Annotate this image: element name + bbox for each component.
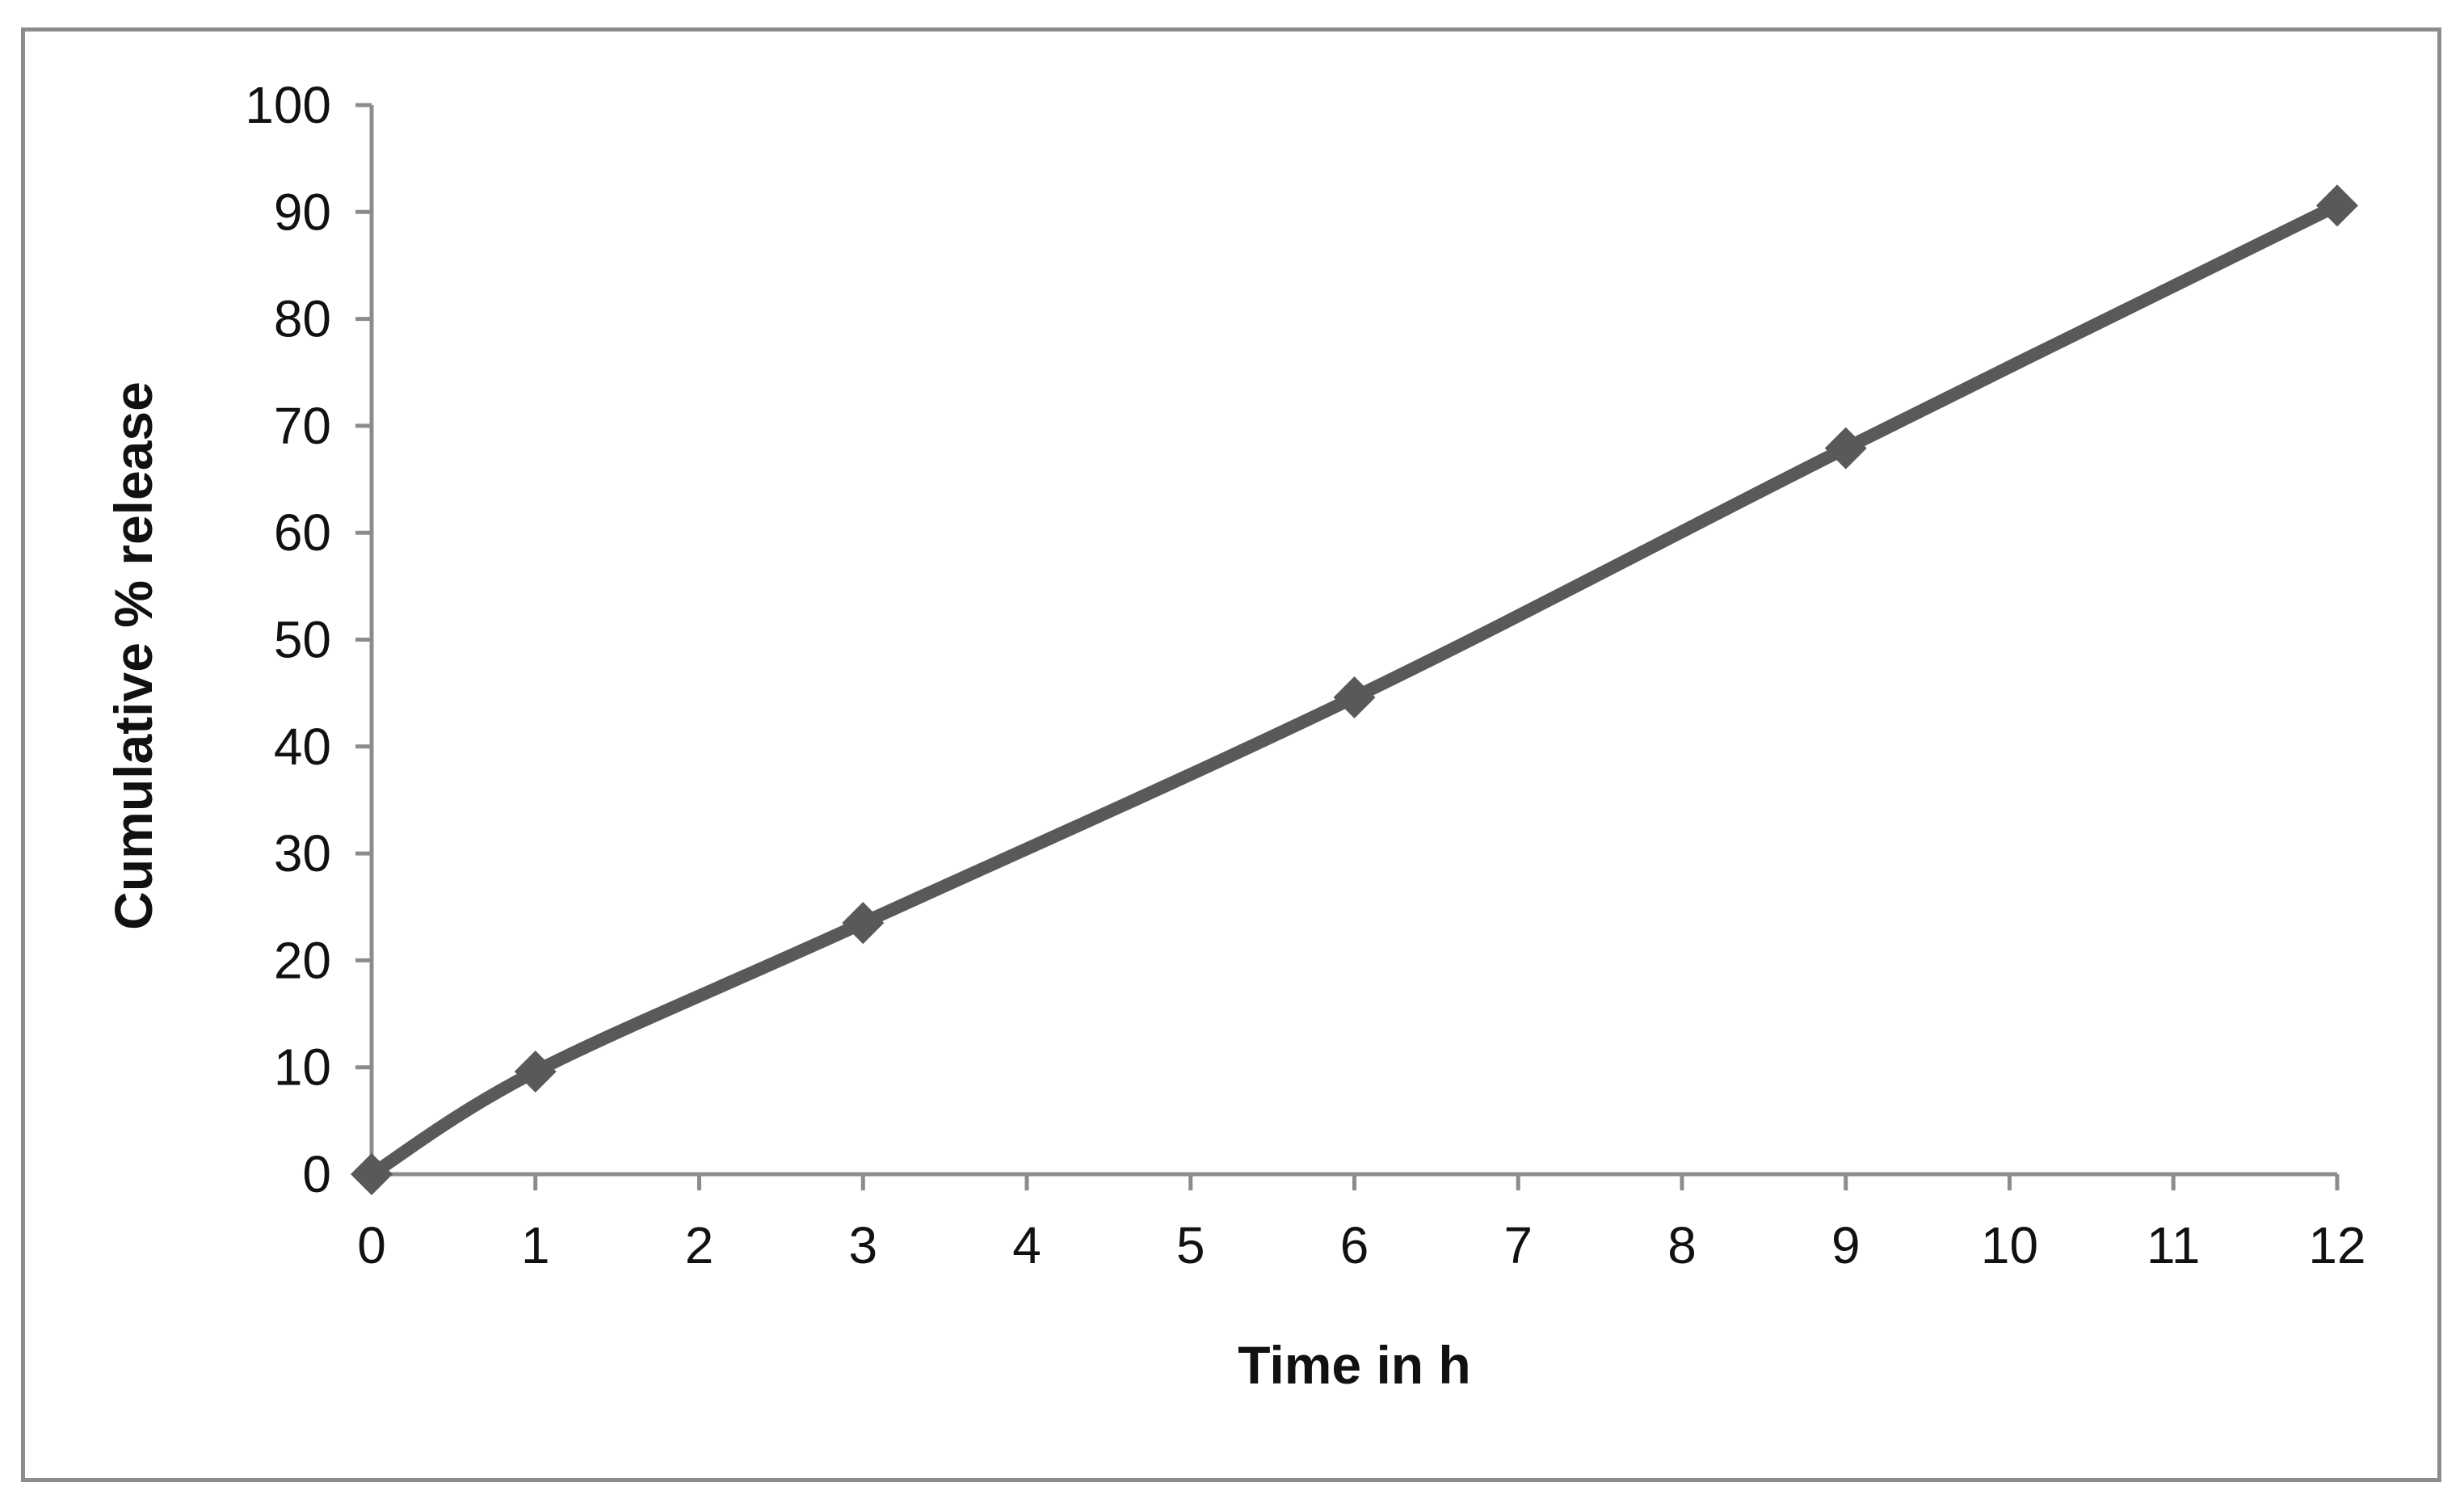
data-point-marker: [1333, 676, 1376, 718]
data-point-marker: [351, 1153, 393, 1195]
y-tick-label: 70: [274, 397, 331, 455]
x-tick-label: 5: [1176, 1216, 1205, 1274]
y-tick-label: 0: [302, 1145, 331, 1203]
x-tick-label: 0: [357, 1216, 386, 1274]
x-tick-label: 6: [1340, 1216, 1369, 1274]
x-tick-label: 8: [1667, 1216, 1697, 1274]
x-tick-label: 11: [2147, 1216, 2200, 1274]
x-tick-label: 4: [1012, 1216, 1041, 1274]
y-tick-label: 90: [274, 183, 331, 241]
y-tick-label: 80: [274, 290, 331, 348]
x-tick-label: 2: [685, 1216, 714, 1274]
x-tick-label: 3: [848, 1216, 877, 1274]
y-tick-label: 10: [274, 1038, 331, 1097]
x-tick-label: 9: [1831, 1216, 1861, 1274]
x-tick-label: 7: [1503, 1216, 1533, 1274]
data-point-marker: [514, 1050, 557, 1093]
series-line: [365, 199, 2344, 1181]
data-point-marker: [1824, 427, 1867, 470]
series-layer: [365, 199, 2344, 1181]
x-axis-ticks: 0 1 2 3 4 5 6 7 8 9 10 11 12: [357, 1174, 2366, 1274]
y-tick-label: 40: [274, 718, 331, 776]
data-point-marker: [842, 902, 885, 945]
marker-layer: [351, 184, 2358, 1195]
y-axis-ticks: 0 10 20 30 40 50 60 70 80 90 100: [245, 76, 372, 1203]
x-axis-title: Time in h: [1238, 1335, 1471, 1395]
x-tick-label: 12: [2308, 1216, 2365, 1274]
x-tick-label: 1: [521, 1216, 550, 1274]
y-tick-label: 50: [274, 611, 331, 669]
y-tick-label: 100: [245, 76, 331, 134]
y-tick-label: 60: [274, 503, 331, 562]
x-tick-label: 10: [1981, 1216, 2038, 1274]
data-point-marker: [2316, 184, 2358, 227]
y-tick-label: 20: [274, 931, 331, 989]
y-axis-title: Cumulative % release: [103, 381, 163, 930]
y-tick-label: 30: [274, 824, 331, 882]
